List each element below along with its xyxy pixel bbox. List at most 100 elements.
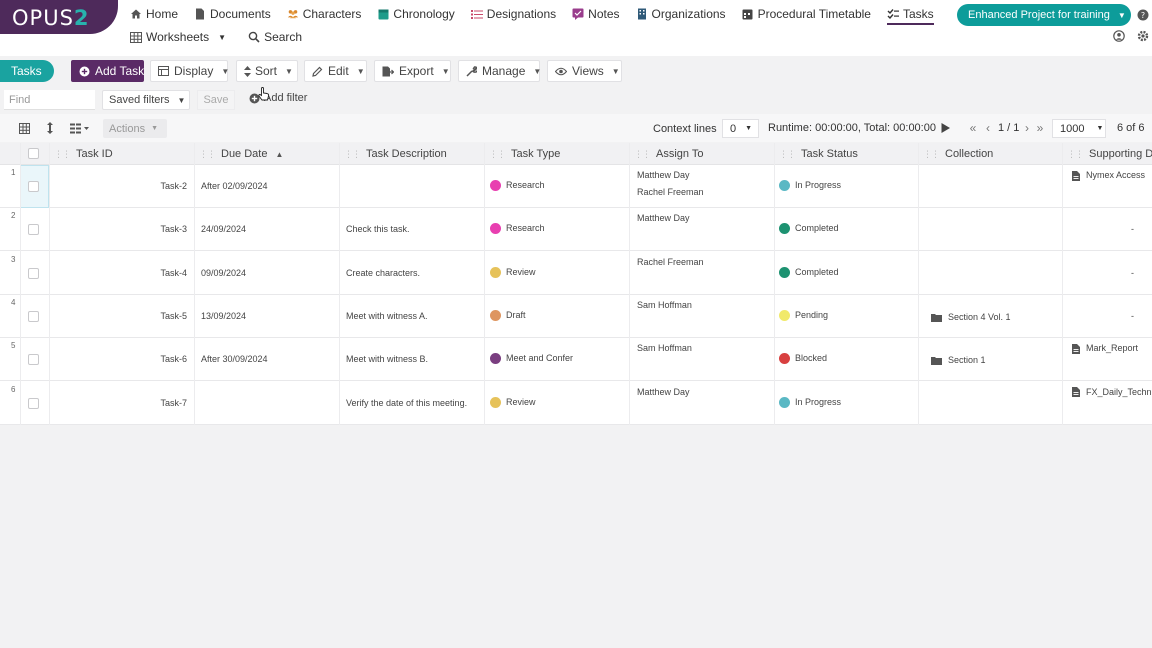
nav-procedural-timetable[interactable]: Procedural Timetable <box>742 5 871 23</box>
column-header-task-id[interactable]: ⋮⋮ Task ID <box>49 143 194 165</box>
sort-button[interactable]: Sort ▼ <box>236 60 298 82</box>
due-date-cell[interactable]: After 30/09/2024 <box>201 354 268 365</box>
last-page-icon[interactable]: » <box>1036 121 1044 135</box>
assign-to-cell[interactable]: Sam Hoffman <box>637 299 692 316</box>
nav-chronology[interactable]: Chronology <box>377 5 455 23</box>
row-checkbox[interactable] <box>28 181 39 192</box>
saved-filters-dropdown[interactable]: Saved filters ▼ <box>102 90 190 110</box>
task-status-cell[interactable]: Blocked <box>779 351 827 365</box>
table-row[interactable]: 3 Task-4 09/09/2024 Create characters. Revie… <box>0 251 1152 295</box>
task-description-cell[interactable]: Verify the date of this meeting. <box>346 397 468 408</box>
views-button[interactable]: Views ▼ <box>547 60 622 82</box>
add-task-button[interactable]: Add Task <box>71 60 144 82</box>
task-status-cell[interactable]: In Progress <box>779 395 841 409</box>
supporting-doc-cell[interactable]: Nymex Access <box>1072 169 1152 181</box>
table-row[interactable]: 1 Task-2 After 02/09/2024 Research Matthew D… <box>0 165 1152 208</box>
nav-documents[interactable]: Documents <box>194 5 271 23</box>
column-header-supporting-doc[interactable]: ⋮⋮ Supporting Doc <box>1062 143 1152 165</box>
column-header-assign-to[interactable]: ⋮⋮ Assign To <box>629 143 774 165</box>
opus2-logo[interactable]: OPUS2 <box>0 0 118 34</box>
drag-handle-icon[interactable]: ⋮⋮ <box>489 148 506 159</box>
drag-handle-icon[interactable]: ⋮⋮ <box>779 148 796 159</box>
task-type-cell[interactable]: Research <box>490 221 545 235</box>
table-row[interactable]: 5 Task-6 After 30/09/2024 Meet with witness… <box>0 338 1152 382</box>
manage-button[interactable]: Manage ▼ <box>458 60 541 82</box>
task-type-cell[interactable]: Review <box>490 265 536 279</box>
due-date-cell[interactable]: 09/09/2024 <box>201 267 247 278</box>
first-page-icon[interactable]: « <box>969 121 977 135</box>
drag-handle-icon[interactable]: ⋮⋮ <box>1067 148 1084 159</box>
collection-cell[interactable]: Section 4 Vol. 1 <box>931 311 1011 323</box>
next-page-icon[interactable]: › <box>1025 121 1029 135</box>
supporting-doc-cell[interactable]: FX_Daily_Techn <box>1072 386 1152 398</box>
table-row[interactable]: 4 Task-5 13/09/2024 Meet with witness A. Dra… <box>0 294 1152 338</box>
column-header-due-date[interactable]: ⋮⋮ Due Date ▲ <box>194 143 339 165</box>
task-description-cell[interactable]: Create characters. <box>346 267 421 278</box>
project-selector[interactable]: Enhanced Project for training ▼ <box>957 4 1131 26</box>
nav-designations[interactable]: Designations <box>470 5 556 23</box>
assign-to-cell[interactable]: Matthew Day <box>637 386 690 403</box>
task-type-cell[interactable]: Draft <box>490 308 526 322</box>
add-filter-button[interactable]: Add filter <box>249 92 307 104</box>
row-checkbox[interactable] <box>28 224 39 236</box>
task-status-cell[interactable]: Pending <box>779 308 828 322</box>
grid-view-icon[interactable] <box>18 122 30 134</box>
actions-dropdown[interactable]: Actions ▼ <box>103 119 167 138</box>
drag-handle-icon[interactable]: ⋮⋮ <box>199 148 216 159</box>
task-type-cell[interactable]: Meet and Confer <box>490 351 573 365</box>
drag-handle-icon[interactable]: ⋮⋮ <box>54 148 71 159</box>
nav-home[interactable]: Home <box>130 5 178 23</box>
help-icon[interactable]: ? <box>1137 9 1149 21</box>
assign-to-cell[interactable]: Rachel Freeman <box>637 256 704 273</box>
display-button[interactable]: Display ▼ <box>150 60 229 82</box>
edit-button[interactable]: Edit ▼ <box>304 60 367 82</box>
assign-to-cell[interactable]: Matthew Day <box>637 212 690 229</box>
prev-page-icon[interactable]: ‹ <box>986 121 990 135</box>
task-id-cell[interactable]: Task-2 <box>160 181 187 191</box>
per-page-select[interactable]: 1000 ▼ <box>1052 119 1106 138</box>
supporting-doc-cell[interactable]: Mark_Report <box>1072 342 1152 354</box>
nav-organizations[interactable]: Organizations <box>636 5 726 23</box>
gear-icon[interactable] <box>1137 30 1149 42</box>
task-id-cell[interactable]: Task-3 <box>160 224 187 235</box>
task-id-cell[interactable]: Task-5 <box>160 310 187 321</box>
nav-notes[interactable]: Notes <box>572 5 620 23</box>
column-header-collection[interactable]: ⋮⋮ Collection <box>918 143 1062 165</box>
task-description-cell[interactable]: Meet with witness B. <box>346 354 429 365</box>
columns-menu-icon[interactable] <box>70 122 90 134</box>
drag-handle-icon[interactable]: ⋮⋮ <box>923 148 940 159</box>
row-checkbox[interactable] <box>28 310 39 322</box>
drag-handle-icon[interactable]: ⋮⋮ <box>344 148 361 159</box>
assign-to-cell[interactable]: Sam Hoffman <box>637 342 692 359</box>
context-lines-select[interactable]: 0 ▼ <box>722 119 759 138</box>
assign-to-cell[interactable]: Matthew Day Rachel Freeman <box>637 169 704 203</box>
table-row[interactable]: 6 Task-7 Verify the date of this meeting. R… <box>0 381 1152 425</box>
find-input[interactable] <box>4 90 95 110</box>
due-date-cell[interactable]: After 02/09/2024 <box>201 181 268 191</box>
due-date-cell[interactable]: 24/09/2024 <box>201 224 247 235</box>
user-icon[interactable] <box>1113 30 1125 42</box>
row-checkbox[interactable] <box>28 354 39 366</box>
row-checkbox[interactable] <box>28 397 39 409</box>
select-all-checkbox[interactable] <box>28 148 39 159</box>
nav-search[interactable]: Search <box>248 30 302 44</box>
table-row[interactable]: 2 Task-3 24/09/2024 Check this task. Researc… <box>0 208 1152 252</box>
nav-tasks[interactable]: Tasks <box>886 3 934 25</box>
collection-cell[interactable]: Section 1 <box>931 354 986 366</box>
task-description-cell[interactable]: Check this task. <box>346 224 410 235</box>
task-id-cell[interactable]: Task-4 <box>160 267 187 278</box>
task-description-cell[interactable]: Meet with witness A. <box>346 310 428 321</box>
task-id-cell[interactable]: Task-7 <box>160 397 187 408</box>
play-icon[interactable] <box>940 122 950 134</box>
column-header-task-description[interactable]: ⋮⋮ Task Description <box>339 143 484 165</box>
column-header-task-status[interactable]: ⋮⋮ Task Status <box>774 143 918 165</box>
save-filter-button[interactable]: Save <box>197 90 235 110</box>
task-status-cell[interactable]: In Progress <box>779 178 841 192</box>
row-checkbox[interactable] <box>28 267 39 279</box>
tasks-section-tab[interactable]: Tasks <box>0 60 54 82</box>
task-type-cell[interactable]: Research <box>490 178 545 192</box>
drag-handle-icon[interactable]: ⋮⋮ <box>634 148 651 159</box>
nav-characters[interactable]: Characters <box>287 5 361 23</box>
task-status-cell[interactable]: Completed <box>779 221 839 235</box>
task-id-cell[interactable]: Task-6 <box>160 354 187 365</box>
